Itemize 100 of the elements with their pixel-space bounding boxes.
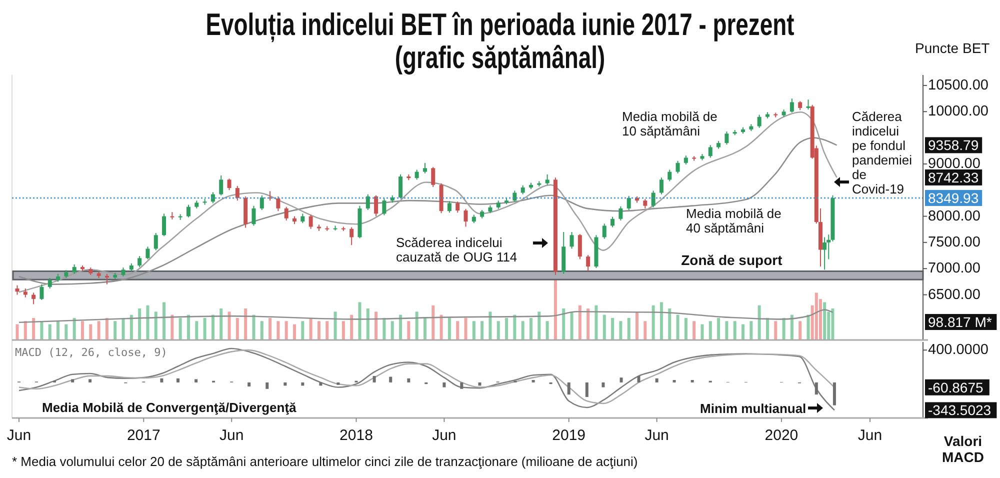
bar (390, 321, 394, 340)
y-tick-label: 10000.00 (928, 104, 988, 120)
candlestick (308, 214, 313, 230)
candlestick (382, 198, 386, 216)
bar (814, 292, 818, 340)
bar (366, 308, 370, 340)
candlestick (366, 194, 370, 210)
candlestick (374, 194, 378, 217)
candlestick (618, 206, 623, 221)
y-tick-label: 9358.79 (928, 137, 979, 154)
bar (176, 378, 180, 382)
bar (220, 308, 223, 340)
bar (317, 321, 320, 340)
bar (203, 318, 206, 340)
candlestick (300, 213, 305, 224)
bar (602, 382, 605, 388)
y-tick-label: 8742.33 (928, 169, 979, 186)
bar (774, 321, 778, 340)
bar (708, 321, 712, 340)
bar (448, 318, 451, 340)
bar (284, 382, 287, 386)
bar (336, 382, 340, 385)
y-tick-label: 10500.00 (928, 77, 988, 94)
bar (578, 305, 582, 340)
candlestick (651, 190, 656, 208)
candlestick (464, 208, 468, 228)
bar (620, 378, 623, 382)
candlestick (643, 198, 648, 209)
bar (442, 382, 446, 388)
bar (460, 382, 464, 389)
bar (832, 382, 836, 406)
candlestick (284, 206, 288, 221)
annotation: Media mobilă de 10 săptămâni (622, 109, 718, 138)
x-tick-label: Jun (432, 427, 456, 444)
y-tick-label: -60.8675 (928, 379, 984, 396)
bar (655, 378, 658, 382)
bar (56, 321, 60, 340)
bar (40, 321, 44, 340)
bar (496, 321, 500, 340)
candlestick (235, 185, 240, 202)
candlestick (170, 212, 174, 220)
bar (567, 382, 570, 395)
candlestick (138, 256, 142, 268)
candlestick (659, 177, 664, 195)
bar (464, 318, 468, 340)
bar (782, 318, 786, 340)
bar (186, 314, 190, 340)
x-tick-label: Jun (858, 427, 882, 444)
candlestick (806, 99, 810, 110)
bar (374, 312, 378, 340)
line-series (18, 137, 838, 285)
x-tick-label: 2019 (552, 427, 586, 444)
bar (195, 321, 198, 340)
bar (301, 382, 304, 386)
candlestick (32, 292, 36, 305)
bar (407, 321, 410, 340)
bar (248, 382, 251, 386)
bar (89, 324, 92, 340)
bar (319, 382, 322, 386)
bar (717, 318, 720, 340)
bar (170, 314, 174, 340)
bar (790, 314, 794, 340)
candlestick (186, 204, 190, 218)
bar (627, 318, 630, 340)
candlestick (219, 174, 224, 196)
bar (211, 314, 214, 340)
ref-line-label: 8349.93 (928, 190, 979, 206)
annotation: Căderea indicelui pe fondul pandemiei de Covid-19 (852, 109, 912, 196)
y-tick-label: 400.0000 (928, 342, 988, 358)
text: * Media volumului celor 20 de săptămâni anterioare ultimelor cinci zile de tranzacţionare (milioane de acţiuni) (12, 454, 638, 469)
bar (293, 324, 296, 340)
bar (72, 318, 76, 340)
y-tick-label: -343.5023 (928, 402, 992, 418)
bar (758, 305, 761, 340)
bar (266, 382, 269, 389)
bar (725, 321, 728, 340)
bar (480, 321, 484, 340)
bar (538, 312, 541, 340)
candlestick (578, 234, 582, 260)
bar (806, 314, 810, 340)
candlestick (422, 162, 427, 174)
bar (676, 314, 680, 340)
bar (472, 321, 476, 340)
bar (407, 378, 410, 382)
bar (814, 382, 818, 395)
candlestick (626, 195, 631, 210)
bar (611, 318, 614, 340)
y-tick-label: 6500.00 (928, 286, 980, 303)
bar (252, 314, 256, 340)
candlestick (708, 144, 712, 158)
band-label: Zonă de suport (681, 252, 783, 268)
bar (276, 321, 280, 340)
candlestick (790, 98, 794, 114)
bar (831, 308, 834, 340)
candlestick (260, 194, 264, 210)
bar (260, 321, 264, 340)
candlestick (431, 166, 436, 188)
chart-title: MACD (12, 26, close, 9) (15, 346, 168, 359)
bar (350, 314, 354, 340)
bar (644, 321, 647, 340)
